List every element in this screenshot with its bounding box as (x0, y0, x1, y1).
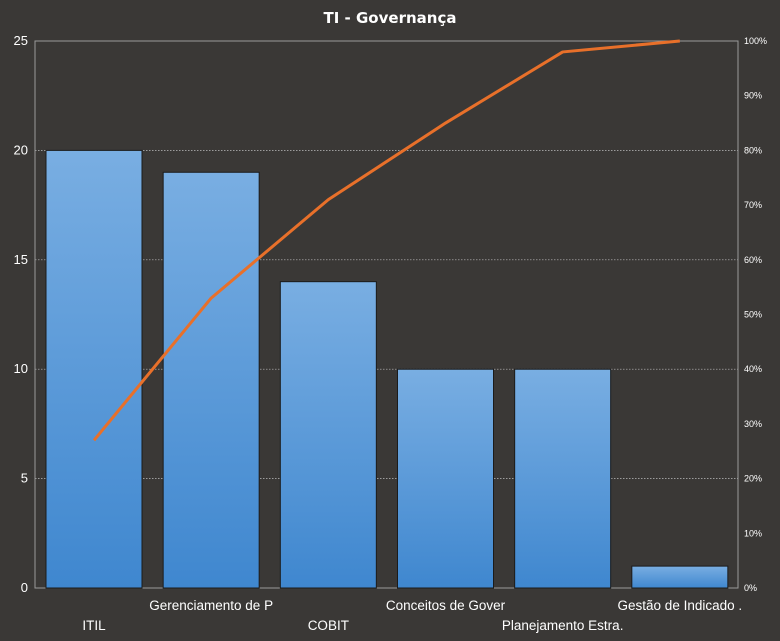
x-tick-label: Planejamento Estra. (502, 618, 624, 633)
bar-series (45, 149, 729, 589)
y-tick-label: 5 (21, 471, 28, 486)
plot-area-border (34, 40, 739, 589)
y-axis-right: 0% 10% 20% 30% 40% 50% 60% 70% 80% 90% 100% (744, 36, 767, 593)
x-tick-label: Gerenciamento de P (149, 598, 273, 613)
x-axis-labels: ITIL Gerenciamento de P COBIT Conceitos de … (82, 598, 742, 633)
y2-tick-label: 80% (744, 145, 762, 155)
y-axis-left: 0 5 10 15 20 25 (14, 33, 28, 595)
x-tick-label: ITIL (82, 618, 106, 633)
y2-tick-label: 70% (744, 200, 762, 210)
y-tick-label: 10 (14, 361, 28, 376)
cumulative-line (92, 39, 680, 442)
y2-tick-label: 30% (744, 419, 762, 429)
cumulative-series (92, 39, 680, 442)
y-tick-label: 0 (21, 580, 28, 595)
bar-gest-o-de-indicado (631, 565, 729, 589)
y2-tick-label: 90% (744, 91, 762, 101)
bar-cobit (279, 281, 377, 589)
bar-gerenciamento-de-p (162, 171, 260, 589)
bar-conceitos-de-gover (397, 368, 494, 589)
x-tick-label: Conceitos de Gover (386, 598, 506, 613)
y2-tick-label: 40% (744, 364, 762, 374)
y2-tick-label: 100% (744, 36, 767, 46)
bar-itil (45, 149, 143, 589)
x-tick-label: Gestão de Indicado . (618, 598, 743, 613)
x-tick-label: COBIT (308, 618, 349, 633)
y2-tick-label: 0% (744, 583, 757, 593)
y2-tick-label: 20% (744, 474, 762, 484)
chart-title: TI - Governança (324, 9, 457, 27)
y2-tick-label: 50% (744, 310, 762, 320)
y-tick-label: 20 (14, 142, 28, 157)
y-tick-label: 25 (14, 33, 28, 48)
y2-tick-label: 10% (744, 528, 762, 538)
y-tick-label: 15 (14, 252, 28, 267)
y2-tick-label: 60% (744, 255, 762, 265)
bar-planejamento-estra (514, 368, 612, 589)
